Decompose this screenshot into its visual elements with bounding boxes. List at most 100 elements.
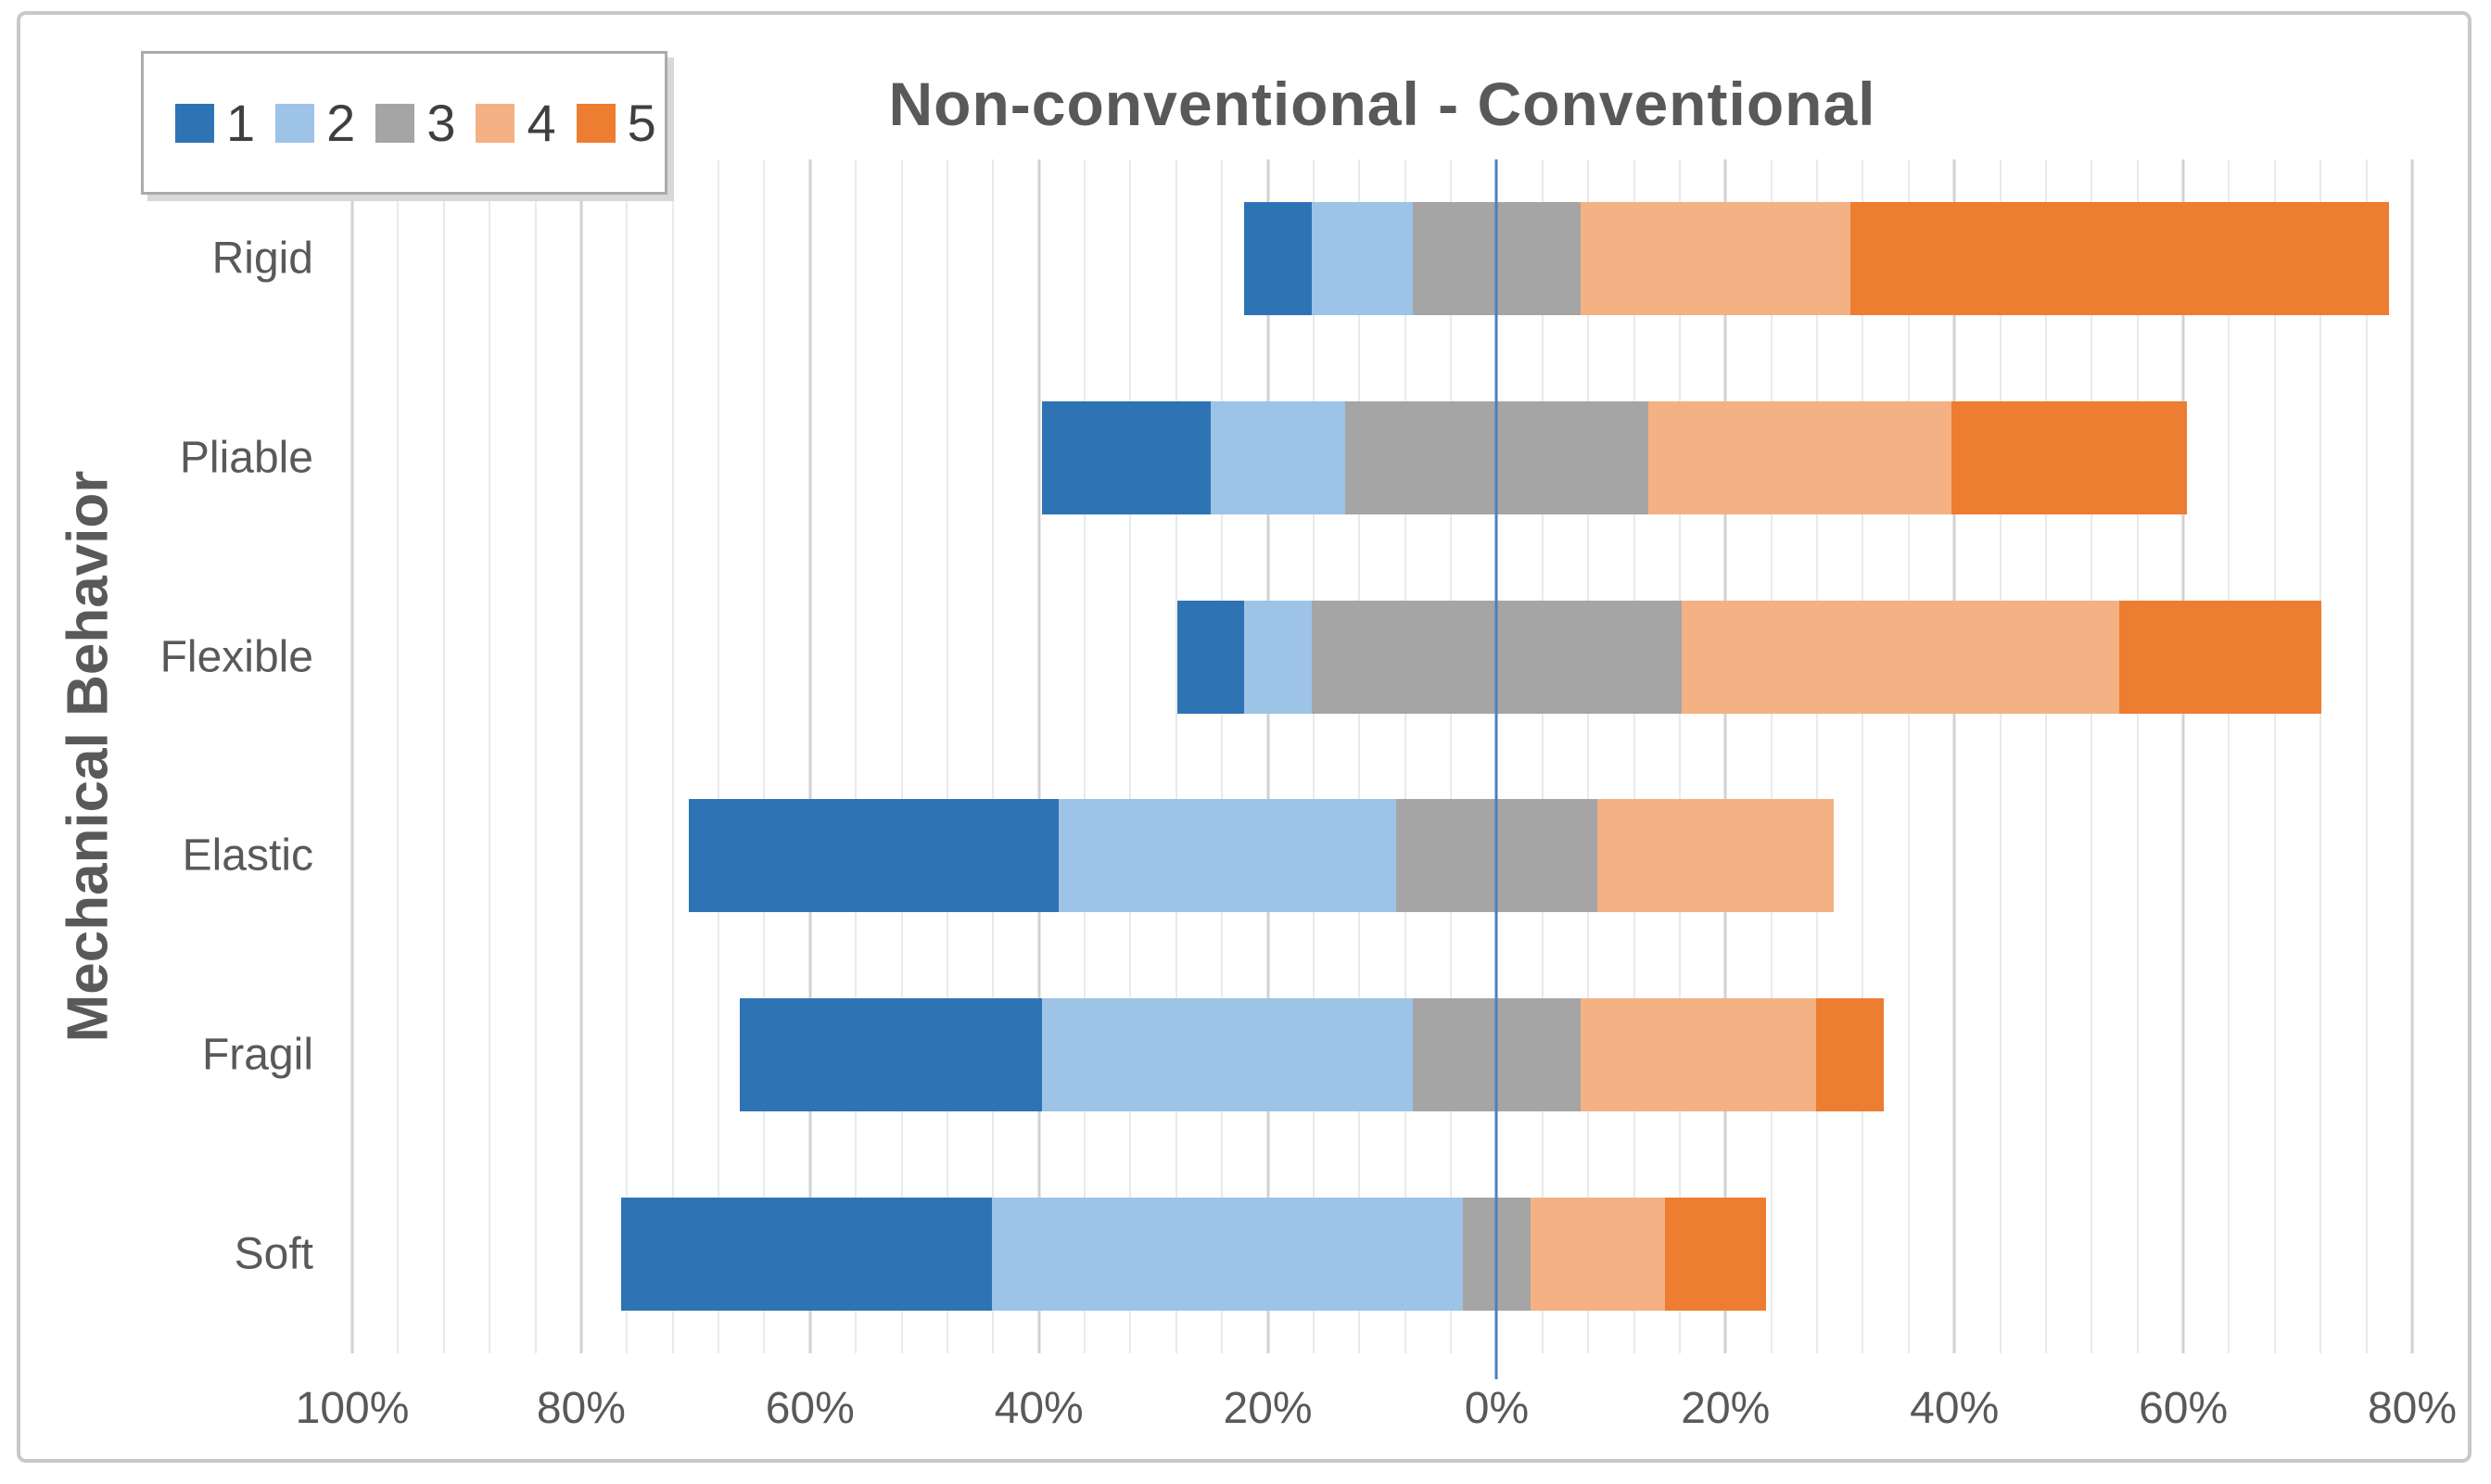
legend-swatch-icon: [576, 103, 616, 143]
minor-gridline: [900, 159, 903, 1353]
legend-label: 5: [627, 94, 656, 152]
bar-segment-soft-4: [1530, 1197, 1665, 1311]
bar-segment-pliable-5: [1951, 401, 2187, 514]
minor-gridline: [1999, 159, 2002, 1353]
major-gridline: [2181, 159, 2185, 1353]
minor-gridline: [1312, 159, 1315, 1353]
legend-item-3: 3: [375, 93, 455, 153]
minor-gridline: [1175, 159, 1177, 1353]
minor-gridline: [1907, 159, 1910, 1353]
bar-segment-flexible-4: [1682, 600, 2120, 714]
major-gridline: [808, 159, 812, 1353]
legend-item-1: 1: [175, 93, 255, 153]
minor-gridline: [397, 159, 400, 1353]
bar-segment-fragil-2: [1042, 998, 1413, 1111]
x-tick-label-3: 40%: [994, 1384, 1084, 1433]
minor-gridline: [1816, 159, 1819, 1353]
major-gridline: [2410, 159, 2414, 1353]
x-axis-labels: 100% 80% 60% 40% 20% 0% 20% 40% 60% 80%: [296, 1383, 2457, 1448]
bar-segment-fragil-1: [739, 998, 1043, 1111]
bar-segment-soft-5: [1664, 1197, 1766, 1311]
bar-segment-rigid-2: [1311, 202, 1413, 316]
minor-gridline: [1541, 159, 1544, 1353]
legend-label: 4: [527, 94, 556, 152]
minor-gridline: [2091, 159, 2093, 1353]
minor-gridline: [489, 159, 491, 1353]
legend-swatch-icon: [275, 103, 315, 143]
minor-gridline: [1862, 159, 1864, 1353]
minor-gridline: [1678, 159, 1681, 1353]
legend-item-4: 4: [476, 93, 556, 153]
x-tick-label-6: 20%: [1681, 1384, 1771, 1433]
minor-gridline: [855, 159, 858, 1353]
minor-gridline: [534, 159, 537, 1353]
category-label-flexible: Flexible: [159, 632, 313, 682]
legend-item-5: 5: [576, 93, 656, 153]
x-tick-label-9: 80%: [2367, 1384, 2458, 1433]
x-tick-label-8: 60%: [2139, 1384, 2229, 1433]
minor-gridline: [1587, 159, 1590, 1353]
minor-gridline: [1633, 159, 1635, 1353]
minor-gridline: [1129, 159, 1132, 1353]
major-gridline: [350, 159, 354, 1353]
major-gridline: [1266, 159, 1270, 1353]
x-tick-label-2: 60%: [765, 1384, 855, 1433]
bar-segment-pliable-4: [1647, 401, 1951, 514]
minor-gridline: [1084, 159, 1087, 1353]
legend: 1 2 3 4 5: [141, 51, 667, 195]
bar-segment-soft-2: [991, 1197, 1464, 1311]
x-tick-label-1: 80%: [536, 1384, 626, 1433]
minor-gridline: [2136, 159, 2139, 1353]
minor-gridline: [671, 159, 674, 1353]
minor-gridline: [946, 159, 948, 1353]
minor-gridline: [1358, 159, 1361, 1353]
legend-item-2: 2: [275, 93, 355, 153]
legend-swatch-icon: [175, 103, 214, 143]
minor-gridline: [442, 159, 445, 1353]
category-label-fragil: Fragil: [201, 1030, 313, 1080]
minor-gridline: [2319, 159, 2322, 1353]
category-label-soft: Soft: [234, 1229, 313, 1279]
legend-label: 1: [226, 94, 256, 152]
bar-segment-rigid-4: [1581, 202, 1850, 316]
x-tick-label-5: 0%: [1464, 1384, 1530, 1433]
category-label-elastic: Elastic: [182, 831, 313, 881]
minor-gridline: [2273, 159, 2276, 1353]
minor-gridline: [992, 159, 995, 1353]
minor-gridline: [1450, 159, 1453, 1353]
minor-gridline: [626, 159, 629, 1353]
category-label-rigid: Rigid: [211, 234, 313, 284]
category-axis-labels: Rigid Pliable Flexible Elastic Fragil Soft: [56, 159, 313, 1353]
bar-segment-soft-1: [621, 1197, 992, 1311]
bar-segment-fragil-5: [1816, 998, 1884, 1111]
bar-segment-pliable-2: [1210, 401, 1346, 514]
zero-axis-line: [1494, 159, 1498, 1379]
bar-segment-flexible-1: [1176, 600, 1245, 714]
legend-swatch-icon: [375, 103, 415, 143]
bar-segment-fragil-4: [1581, 998, 1817, 1111]
bar-segment-flexible-5: [2119, 600, 2322, 714]
x-tick-label-7: 40%: [1910, 1384, 2000, 1433]
bar-segment-rigid-1: [1244, 202, 1312, 316]
minor-gridline: [1404, 159, 1406, 1353]
minor-gridline: [763, 159, 766, 1353]
legend-label: 3: [426, 94, 456, 152]
bar-segment-elastic-4: [1597, 799, 1834, 913]
legend-label: 2: [326, 94, 356, 152]
minor-gridline: [718, 159, 720, 1353]
x-tick-label-4: 20%: [1223, 1384, 1313, 1433]
minor-gridline: [2228, 159, 2230, 1353]
minor-gridline: [2044, 159, 2047, 1353]
chart-title: Non-conventional - Conventional: [888, 70, 1876, 138]
bar-segment-elastic-1: [689, 799, 1060, 913]
x-tick-label-0: 100%: [295, 1384, 410, 1433]
major-gridline: [1037, 159, 1041, 1353]
legend-swatch-icon: [476, 103, 515, 143]
bar-segment-flexible-2: [1244, 600, 1312, 714]
major-gridline: [579, 159, 583, 1353]
major-gridline: [1952, 159, 1956, 1353]
minor-gridline: [2365, 159, 2368, 1353]
bar-segment-rigid-5: [1849, 202, 2389, 316]
bar-segment-elastic-2: [1059, 799, 1396, 913]
minor-gridline: [1770, 159, 1773, 1353]
